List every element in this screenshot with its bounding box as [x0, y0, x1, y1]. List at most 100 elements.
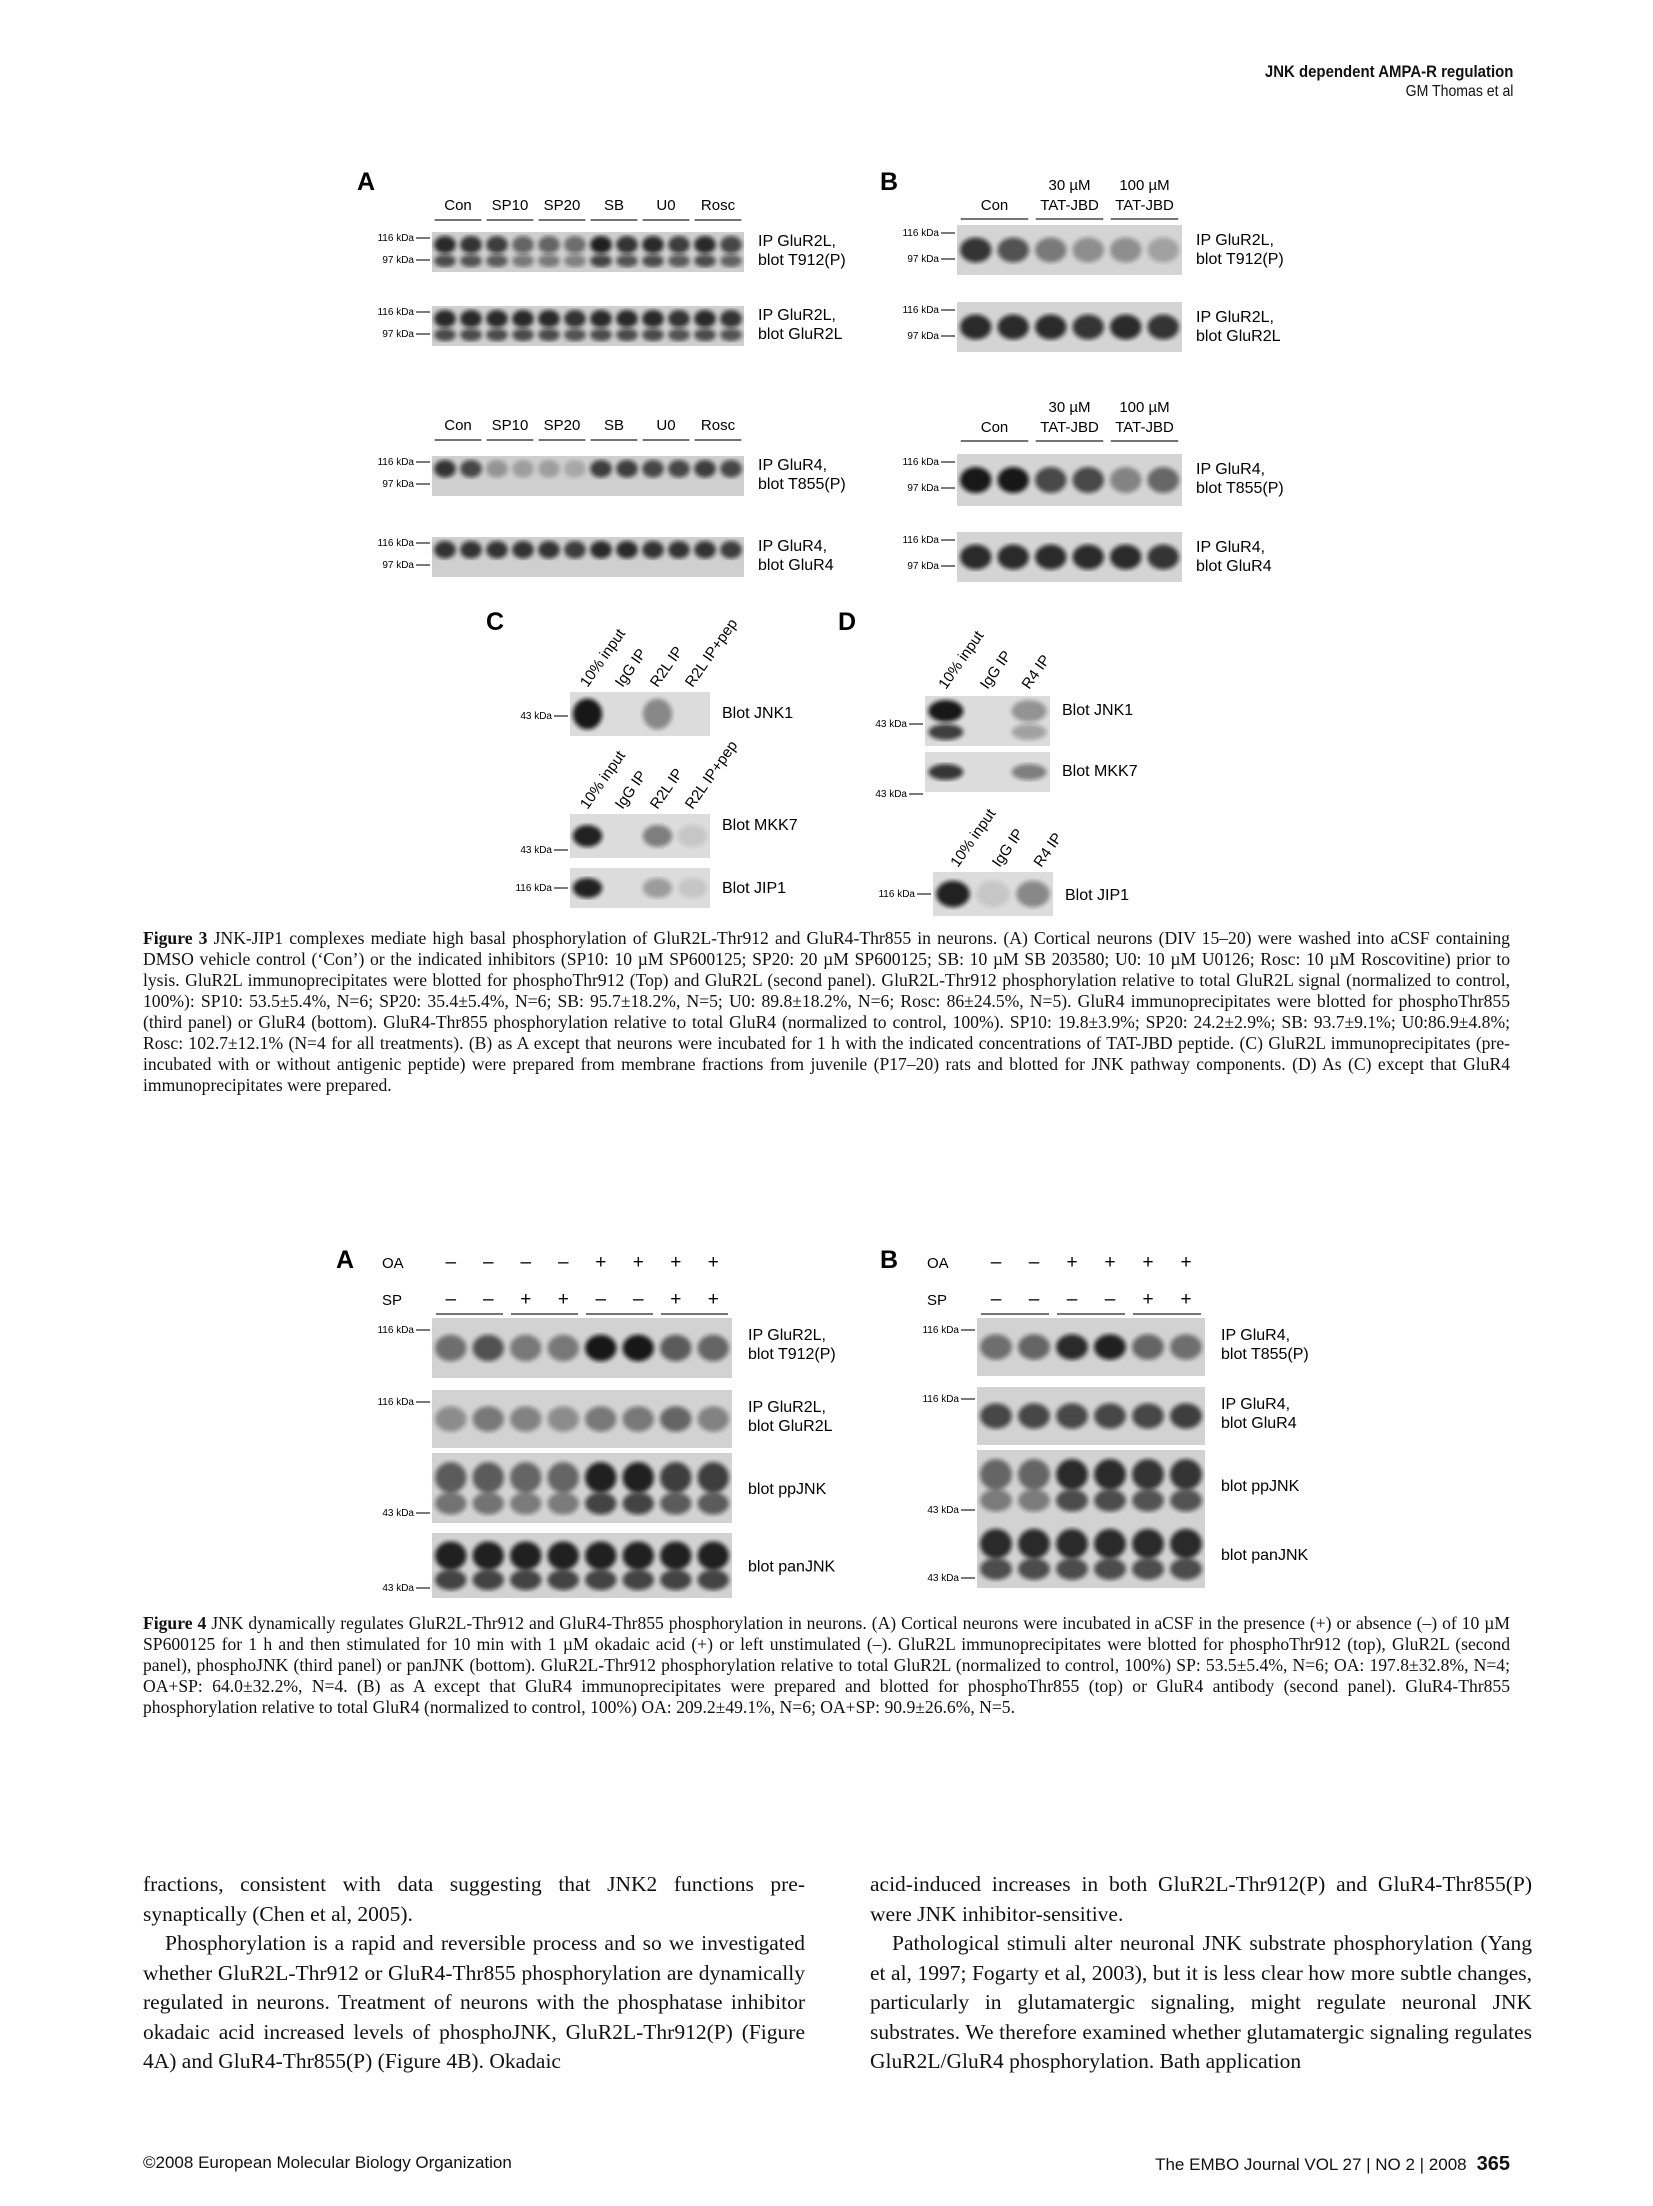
kda-marker: 43 kDa — [382, 1508, 414, 1519]
blot-band — [435, 1406, 467, 1432]
lane-header: Con — [981, 419, 1009, 436]
blot-band — [980, 1489, 1012, 1512]
lane-header: R4 IP — [1031, 830, 1066, 870]
blot-band — [460, 236, 482, 254]
blot-band — [460, 328, 482, 342]
blot-band — [960, 314, 992, 340]
blot-band — [564, 254, 586, 268]
blot-band — [590, 254, 612, 268]
blot-band — [1018, 1528, 1050, 1559]
blot-band — [1056, 1528, 1088, 1559]
oa-sign: + — [633, 1252, 644, 1273]
oa-sign: + — [1142, 1252, 1153, 1273]
blot-band — [538, 541, 560, 559]
blot-band — [960, 467, 992, 493]
blot-label: Blot MKK7 — [722, 817, 798, 834]
fig3-panel-b-letter: B — [880, 168, 898, 196]
blot-label: IP GluR2L, — [758, 233, 836, 250]
sp-sign: – — [633, 1289, 644, 1310]
blot-membrane — [933, 872, 1053, 916]
blot-membrane — [957, 532, 1182, 582]
blot-band — [622, 1541, 654, 1571]
footer-journal: The EMBO Journal VOL 27 | NO 2 | 2008 365 — [1155, 2153, 1510, 2176]
blot-membrane — [570, 814, 710, 858]
blot-band — [434, 254, 456, 268]
lane-header: U0 — [656, 417, 675, 434]
blot-band — [697, 1492, 729, 1515]
oa-sign: + — [708, 1252, 719, 1273]
blot-band — [622, 1406, 654, 1432]
blot-band — [720, 310, 742, 328]
blot-band — [547, 1541, 579, 1571]
blot-membrane — [432, 537, 744, 577]
blot-membrane — [432, 232, 744, 272]
blot-band — [460, 254, 482, 268]
blot-band — [1056, 1334, 1088, 1360]
sp-sign: – — [445, 1289, 456, 1310]
body-paragraph: Phosphorylation is a rapid and reversibl… — [143, 1931, 805, 2073]
blot-membrane — [432, 456, 744, 496]
blot-label: IP GluR2L, — [1196, 309, 1274, 326]
blot-band — [1018, 1489, 1050, 1512]
blot-band — [622, 1334, 654, 1362]
blot-band — [486, 328, 508, 342]
blot-band — [1170, 1558, 1202, 1580]
blot-band — [1094, 1558, 1126, 1580]
sp-sign: + — [708, 1289, 719, 1310]
blot-band — [660, 1569, 692, 1591]
blot-band — [668, 460, 690, 478]
oa-row-label: OA — [382, 1255, 404, 1272]
blot-band — [434, 460, 456, 478]
blot-band — [1132, 1459, 1164, 1490]
blot-band — [1110, 544, 1142, 570]
blot-band — [512, 460, 534, 478]
blot-band — [435, 1462, 467, 1493]
blot-label: blot panJNK — [748, 1559, 835, 1576]
blot-band — [1018, 1558, 1050, 1580]
kda-marker: 43 kDa — [520, 711, 552, 722]
blot-band — [642, 236, 664, 254]
sp-sign: + — [1180, 1289, 1191, 1310]
blot-band — [642, 460, 664, 478]
blot-label: Blot JNK1 — [722, 705, 793, 722]
blot-band — [697, 1462, 729, 1493]
sp-sign: – — [595, 1289, 606, 1310]
fig3-panel-b-lane-headers: Con 30 µM TAT-JBD 100 µM TAT-JBD Con 30 µM TAT-… — [960, 177, 1179, 442]
blot-band — [512, 236, 534, 254]
blot-band — [1147, 237, 1179, 263]
blot-band — [997, 544, 1029, 570]
blot-band — [590, 236, 612, 254]
oa-sign: – — [445, 1252, 456, 1273]
lane-header: IgG IP — [612, 768, 650, 813]
blot-band — [668, 236, 690, 254]
blot-band — [472, 1492, 504, 1515]
blot-band — [1147, 467, 1179, 493]
blot-label: blot GluR4 — [1196, 558, 1272, 575]
blot-band — [1072, 467, 1104, 493]
blot-band — [486, 310, 508, 328]
blot-band — [694, 460, 716, 478]
blot-band — [697, 1569, 729, 1591]
fig3-panel-a-lane-headers: Con SP10 SP20 SB U0 Rosc Con SP10 SP20 SB U0 Rosc — [434, 197, 742, 441]
lane-header: 100 µM — [1119, 399, 1169, 416]
kda-marker: 97 kDa — [907, 331, 939, 342]
blot-band — [1072, 314, 1104, 340]
blot-band — [1035, 314, 1067, 340]
blot-band — [642, 254, 664, 268]
blot-band — [1170, 1528, 1202, 1559]
fig4-panel-b-letter: B — [880, 1246, 898, 1274]
blot-band — [1094, 1459, 1126, 1490]
kda-marker: 116 kDa — [377, 1397, 414, 1408]
kda-marker: 116 kDa — [902, 535, 939, 546]
oa-sign: + — [595, 1252, 606, 1273]
blot-label: blot T912(P) — [748, 1346, 836, 1363]
blot-band — [1170, 1403, 1202, 1429]
fig3-panel-b-blots: 116 kDa 97 kDa IP GluR2L, blot T912(P) 116 k… — [902, 225, 1284, 582]
blot-band — [642, 328, 664, 342]
blot-label: blot ppJNK — [748, 1481, 827, 1498]
blot-label: IP GluR4, — [1221, 1396, 1290, 1413]
blot-band — [622, 1462, 654, 1493]
blot-band — [1011, 724, 1047, 740]
kda-marker: 116 kDa — [377, 538, 414, 549]
